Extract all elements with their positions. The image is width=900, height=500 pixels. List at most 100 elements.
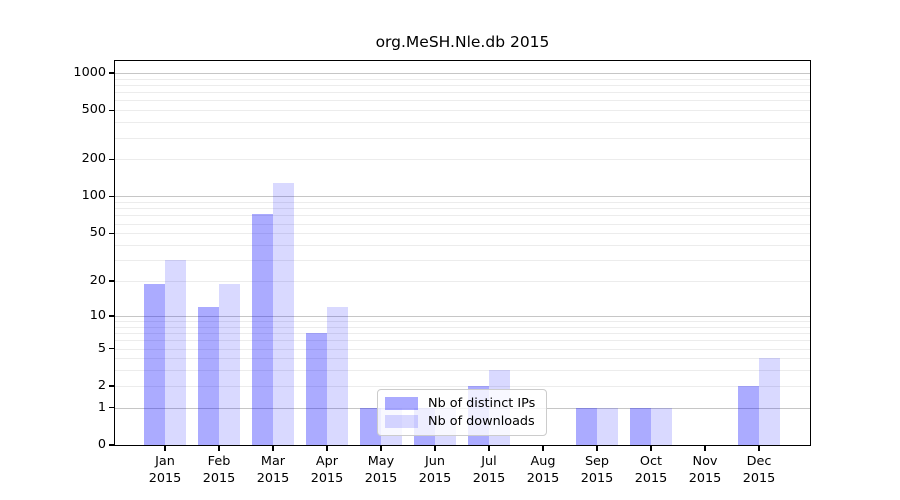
x-tick-month: Jul	[481, 454, 497, 469]
x-tick-year: 2015	[364, 470, 398, 486]
x-tick-month: Aug	[530, 454, 556, 469]
bar-distinct-ips	[360, 407, 381, 445]
y-tick	[109, 315, 114, 317]
minor-gridline	[115, 202, 810, 204]
legend-swatch-distinct-ips	[385, 396, 418, 410]
y-tick-label: 2	[97, 377, 106, 393]
x-tick-month: Dec	[746, 454, 772, 469]
legend-label-downloads: Nb of downloads	[428, 414, 535, 430]
x-tick-year: 2015	[472, 470, 506, 486]
bar-distinct-ips	[630, 407, 651, 445]
x-tick-month: Nov	[692, 454, 718, 469]
minor-gridline	[115, 100, 810, 102]
y-tick-label: 500	[81, 102, 106, 118]
y-tick	[109, 72, 114, 74]
x-tick	[218, 446, 220, 451]
x-tick-month: Jun	[425, 454, 445, 469]
x-tick-label: Jun 2015	[403, 454, 467, 487]
bar-downloads	[219, 283, 240, 445]
bar-distinct-ips	[576, 407, 597, 445]
x-tick-year: 2015	[634, 470, 668, 486]
bar-distinct-ips	[252, 213, 273, 445]
y-tick-label: 50	[89, 225, 106, 241]
minor-gridline	[115, 281, 810, 283]
y-tick	[109, 109, 114, 111]
x-tick-month: Apr	[315, 454, 339, 469]
y-tick-label: 5	[97, 340, 106, 356]
y-tick	[109, 232, 114, 234]
minor-gridline	[115, 78, 810, 80]
legend-entry-distinct-ips: Nb of distinct IPs	[385, 396, 539, 411]
bar-distinct-ips	[144, 283, 165, 445]
minor-gridline	[115, 358, 810, 360]
x-tick-label: May 2015	[349, 454, 413, 487]
minor-gridline	[115, 122, 810, 124]
y-tick	[109, 195, 114, 198]
minor-gridline	[115, 110, 810, 112]
minor-gridline	[115, 326, 810, 328]
y-tick	[109, 406, 114, 409]
y-tick	[109, 444, 114, 446]
minor-gridline	[115, 137, 810, 139]
x-tick-year: 2015	[310, 470, 344, 486]
y-tick-label: 100	[81, 188, 106, 204]
minor-gridline	[115, 92, 810, 94]
x-tick	[164, 446, 166, 451]
x-tick-month: Feb	[207, 454, 231, 469]
major-gridline	[115, 72, 810, 74]
legend-label-distinct-ips: Nb of distinct IPs	[428, 395, 536, 411]
minor-gridline	[115, 321, 810, 322]
x-tick	[488, 446, 490, 451]
y-tick	[109, 347, 114, 350]
x-tick	[326, 446, 328, 451]
minor-gridline	[115, 84, 810, 86]
y-tick-label: 200	[81, 151, 106, 167]
legend-swatch-downloads	[385, 415, 418, 429]
x-tick-label: Oct 2015	[619, 454, 683, 487]
bar-downloads	[651, 407, 672, 445]
bar-downloads	[759, 358, 780, 445]
x-tick	[596, 446, 598, 451]
y-tick-label: 10	[89, 307, 106, 323]
x-tick-year: 2015	[742, 470, 776, 486]
x-tick-month: Mar	[260, 454, 286, 469]
bar-distinct-ips	[198, 306, 219, 445]
minor-gridline	[115, 233, 810, 235]
y-tick-label: 0	[97, 437, 106, 452]
x-tick-label: Aug 2015	[511, 454, 575, 487]
minor-gridline	[115, 333, 810, 335]
plot-area: Nb of distinct IPs Nb of downloads	[114, 60, 811, 446]
x-tick-label: Mar 2015	[241, 454, 305, 487]
x-tick	[542, 446, 544, 451]
x-tick-year: 2015	[526, 470, 560, 486]
x-tick	[380, 446, 382, 451]
x-tick-year: 2015	[148, 470, 182, 486]
x-tick-year: 2015	[202, 470, 236, 486]
bar-distinct-ips	[306, 333, 327, 445]
major-gridline	[115, 196, 810, 198]
x-tick-month: Jan	[155, 454, 175, 469]
y-tick	[109, 158, 114, 161]
minor-gridline	[115, 348, 810, 350]
x-tick	[704, 446, 706, 451]
legend-entry-downloads: Nb of downloads	[385, 414, 539, 429]
minor-gridline	[115, 340, 810, 342]
x-tick-year: 2015	[688, 470, 722, 486]
minor-gridline	[115, 260, 810, 262]
x-tick-label: Dec 2015	[727, 454, 791, 487]
minor-gridline	[115, 208, 810, 210]
minor-gridline	[115, 370, 810, 372]
x-tick-month: Sep	[584, 454, 610, 469]
x-tick	[758, 446, 760, 451]
minor-gridline	[115, 159, 810, 161]
y-tick	[109, 280, 114, 282]
bar-downloads	[327, 306, 348, 445]
bar-downloads	[597, 407, 618, 445]
x-tick-month: May	[367, 454, 395, 469]
x-tick-year: 2015	[256, 470, 290, 486]
minor-gridline	[115, 245, 810, 246]
minor-gridline	[115, 385, 810, 387]
x-tick	[272, 446, 274, 451]
chart-title: org.MeSH.Nle.db 2015	[375, 33, 550, 51]
